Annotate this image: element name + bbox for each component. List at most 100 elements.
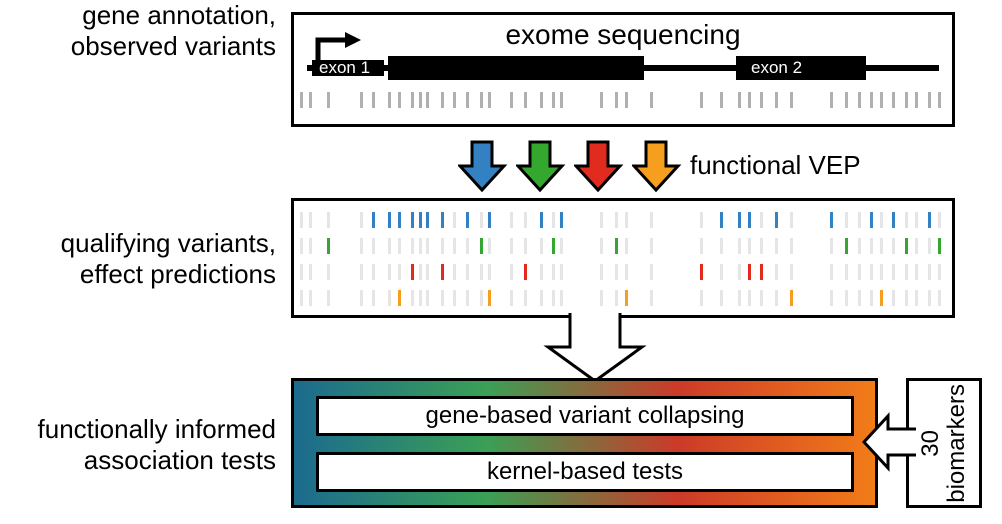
variant-tick [790, 264, 793, 280]
variant-tick [880, 212, 883, 228]
variant-tick [560, 212, 563, 228]
variant-tick [560, 92, 563, 108]
variant-tick [426, 92, 429, 108]
variant-tick [466, 238, 469, 254]
variant-tick [738, 92, 741, 108]
variant-tick [905, 238, 908, 254]
variant-tick [830, 212, 833, 228]
variant-tick [892, 290, 895, 306]
variant-tick [775, 238, 778, 254]
variant-tick [327, 264, 330, 280]
variant-tick [938, 238, 941, 254]
variant-tick [600, 290, 603, 306]
variant-tick [360, 212, 363, 228]
variant-tick [830, 290, 833, 306]
variant-tick [858, 238, 861, 254]
variant-tick [790, 212, 793, 228]
variant-tick [905, 264, 908, 280]
variant-tick [388, 290, 391, 306]
variant-tick [720, 92, 723, 108]
variant-tick [411, 290, 414, 306]
variant-tick [398, 290, 401, 306]
variant-tick [466, 290, 469, 306]
variant-tick [625, 238, 628, 254]
variant-tick [398, 92, 401, 108]
variant-tick [858, 290, 861, 306]
variant-tick [760, 212, 763, 228]
variant-tick [524, 212, 527, 228]
variant-tick [441, 290, 444, 306]
variant-tick [411, 92, 414, 108]
variant-tick [892, 264, 895, 280]
variant-tick [300, 264, 303, 280]
box-kernel: kernel-based tests [316, 452, 854, 492]
variant-tick [411, 212, 414, 228]
variant-tick [360, 290, 363, 306]
variant-tick [845, 212, 848, 228]
variant-tick [600, 212, 603, 228]
variant-tick [915, 238, 918, 254]
variant-tick [453, 264, 456, 280]
variant-tick [760, 264, 763, 280]
variant-tick [488, 290, 491, 306]
variant-tick [360, 264, 363, 280]
variant-tick [928, 212, 931, 228]
label-qualifying: qualifying variants, effect predictions [0, 228, 276, 290]
variant-tick [419, 212, 422, 228]
variant-tick [600, 264, 603, 280]
box-collapsing: gene-based variant collapsing [316, 396, 854, 436]
variant-tick [510, 212, 513, 228]
variant-tick [938, 264, 941, 280]
variant-tick [830, 264, 833, 280]
variant-tick [845, 264, 848, 280]
variant-tick [880, 290, 883, 306]
exon1-label: exon 1 [319, 58, 370, 77]
variant-tick [441, 92, 444, 108]
variant-tick [419, 264, 422, 280]
variant-tick [870, 212, 873, 228]
variant-tick [510, 290, 513, 306]
variant-tick [858, 92, 861, 108]
variant-tick [615, 92, 618, 108]
variant-tick [830, 92, 833, 108]
variant-tick [510, 92, 513, 108]
variant-tick [938, 92, 941, 108]
variant-tick [845, 290, 848, 306]
variant-tick [488, 264, 491, 280]
variant-tick [411, 238, 414, 254]
variant-tick [426, 238, 429, 254]
variant-tick [426, 264, 429, 280]
variant-tick [372, 238, 375, 254]
variant-tick [615, 238, 618, 254]
variant-tick [700, 92, 703, 108]
variant-tick [892, 212, 895, 228]
variant-tick [775, 92, 778, 108]
variant-tick [327, 212, 330, 228]
variant-tick [700, 264, 703, 280]
variant-tick [650, 92, 653, 108]
variant-tick [720, 290, 723, 306]
variant-tick [466, 92, 469, 108]
vep-arrow-icon [458, 140, 508, 194]
variant-tick [938, 212, 941, 228]
variant-tick [388, 212, 391, 228]
variant-tick [905, 212, 908, 228]
variant-tick [760, 290, 763, 306]
variant-tick [748, 290, 751, 306]
variant-tick [453, 238, 456, 254]
variant-tick [560, 264, 563, 280]
variant-tick [524, 92, 527, 108]
variant-tick [360, 238, 363, 254]
variant-tick [488, 212, 491, 228]
variant-tick [748, 92, 751, 108]
variant-tick [915, 290, 918, 306]
variant-tick [625, 290, 628, 306]
variant-tick [760, 238, 763, 254]
variant-tick [650, 212, 653, 228]
variant-tick [748, 238, 751, 254]
variant-tick [625, 92, 628, 108]
variant-tick [700, 290, 703, 306]
variant-tick [540, 92, 543, 108]
variant-tick [552, 264, 555, 280]
vep-arrow-icon [516, 140, 566, 194]
